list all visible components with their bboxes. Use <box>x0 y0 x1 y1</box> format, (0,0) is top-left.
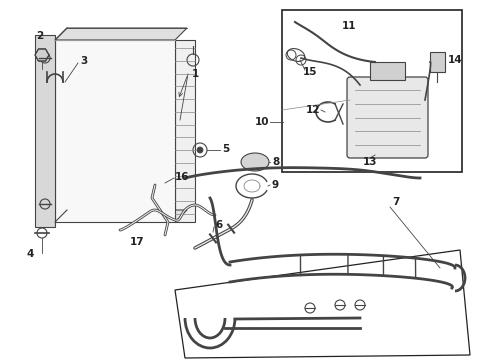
Text: 6: 6 <box>215 220 222 230</box>
Circle shape <box>197 147 203 153</box>
Polygon shape <box>55 210 186 222</box>
Bar <box>35 35 55 227</box>
Text: 12: 12 <box>305 105 319 115</box>
Polygon shape <box>35 49 49 61</box>
Text: 1: 1 <box>192 69 199 79</box>
Text: 10: 10 <box>254 117 268 127</box>
Text: 14: 14 <box>447 55 462 65</box>
Text: 13: 13 <box>362 157 376 167</box>
Polygon shape <box>241 153 268 171</box>
Text: 2: 2 <box>36 31 43 41</box>
Text: 5: 5 <box>222 144 229 154</box>
Bar <box>175 40 195 222</box>
Text: 8: 8 <box>271 157 279 167</box>
Text: 16: 16 <box>175 172 189 182</box>
Text: 17: 17 <box>130 237 144 247</box>
Bar <box>55 40 175 222</box>
Text: 3: 3 <box>80 56 87 66</box>
Text: 9: 9 <box>271 180 279 190</box>
FancyBboxPatch shape <box>346 77 427 158</box>
Bar <box>282 10 461 172</box>
Polygon shape <box>55 28 186 40</box>
Text: 4: 4 <box>26 249 34 259</box>
Text: 7: 7 <box>391 197 399 207</box>
Bar <box>369 62 404 80</box>
Bar <box>429 52 444 72</box>
Text: 11: 11 <box>341 21 356 31</box>
Text: 15: 15 <box>303 67 317 77</box>
